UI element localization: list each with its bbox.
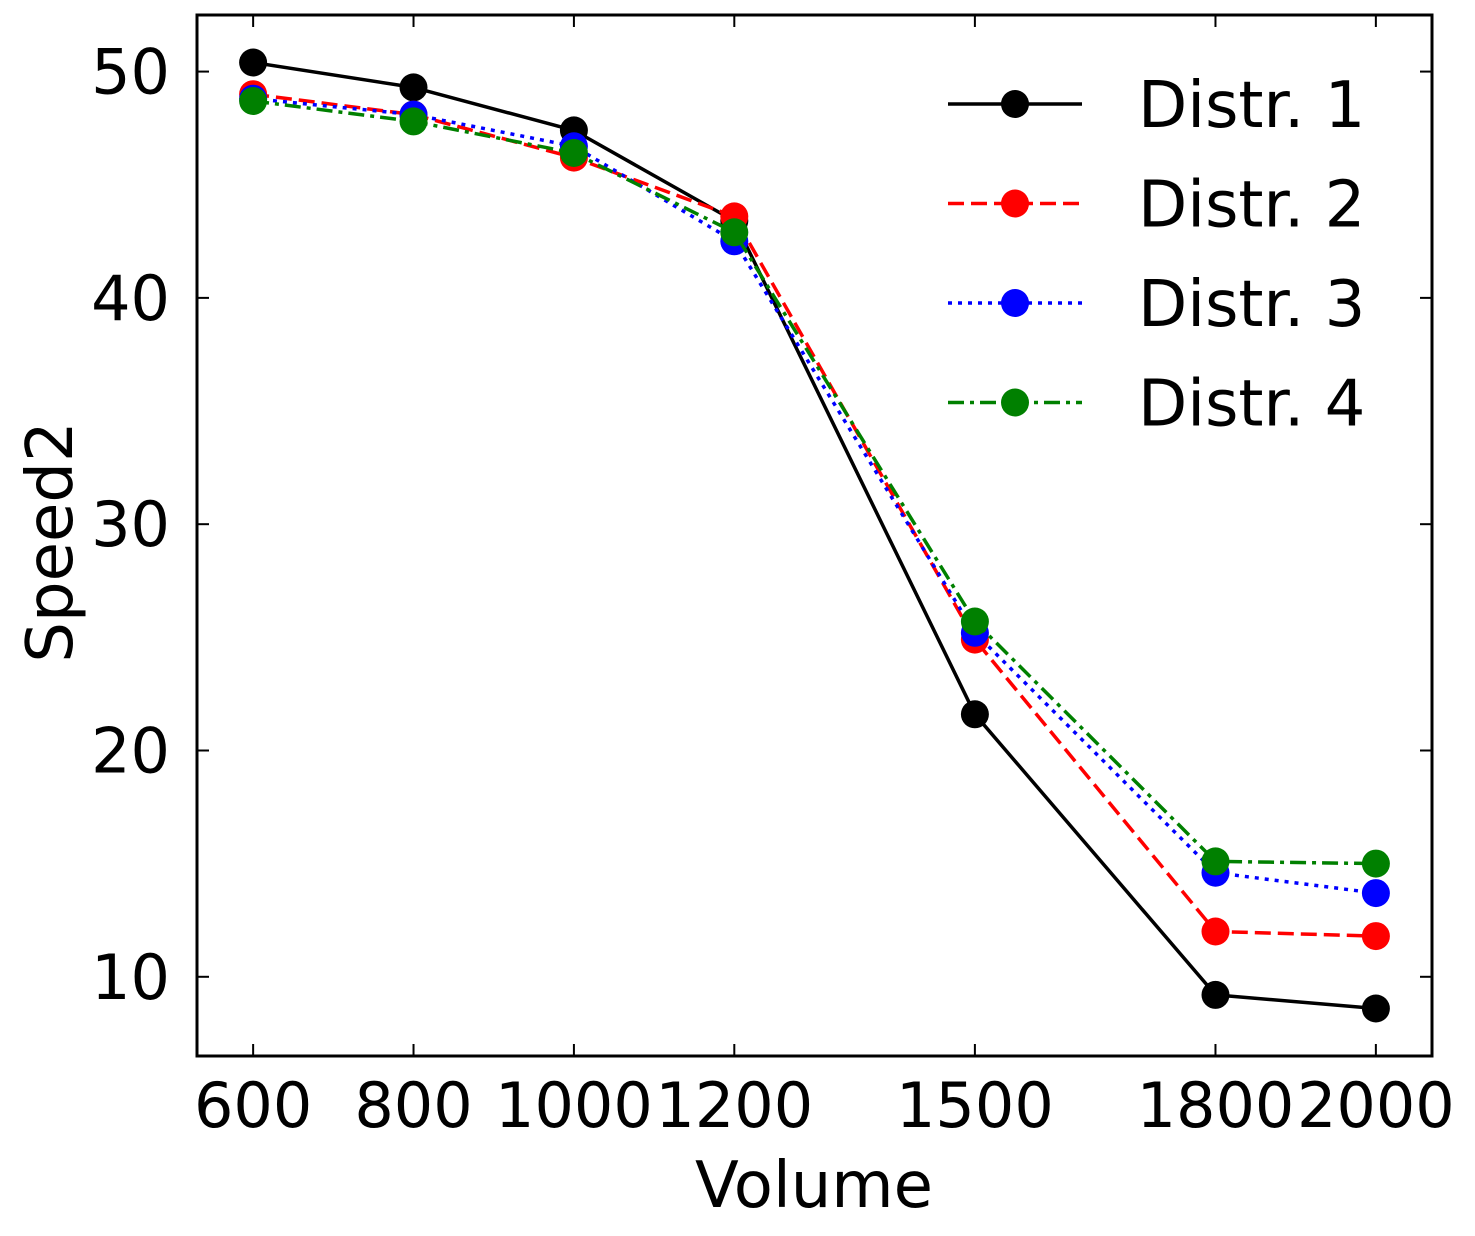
series-layer [239,48,1390,1023]
series-1-point [399,73,428,102]
series-1-point [960,700,989,729]
series-4-point [960,607,989,636]
plot-frame [195,13,1434,1058]
y-tick-label: 30 [91,488,170,561]
x-tick-label: 1800 [1137,1069,1295,1142]
legend-label-3: Distr. 3 [1138,268,1365,342]
x-tick-label: 800 [354,1069,472,1142]
series-4-point [399,107,428,136]
y-tick-label: 50 [91,36,170,109]
x-tick-label: 2000 [1297,1069,1455,1142]
legend: Distr. 1 Distr. 2 Distr. 3 Distr. 4 [948,69,1365,442]
legend-marker-1 [1001,90,1029,118]
legend-marker-2 [1001,189,1029,218]
series-4-point [239,87,268,115]
legend-marker-4 [1001,388,1029,417]
y-axis-label: Speed2 [14,421,88,662]
x-tick-label: 1200 [655,1069,813,1142]
series-4-point [720,218,749,247]
y-tick-label: 40 [91,262,170,335]
legend-label-4: Distr. 4 [1138,368,1365,442]
legend-label-1: Distr. 1 [1138,69,1365,143]
series-1-point [239,48,268,77]
legend-label-2: Distr. 2 [1138,169,1365,243]
series-1-point [1361,994,1390,1023]
series-4-point [1201,847,1230,876]
legend-marker-3 [1001,289,1029,317]
y-tick-label: 10 [91,941,170,1014]
series-2-point [1361,922,1390,951]
axes-layer: 600 800 1000 1200 1500 1800 2000 10 20 30 40 50 [91,13,1455,1142]
x-tick-label: 1000 [495,1069,653,1142]
series-4-point [1361,849,1390,878]
x-axis-label: Volume [695,1149,933,1223]
series-2-point [1201,917,1230,946]
x-tick-label: 600 [194,1069,312,1142]
series-4-point [559,139,588,167]
series-3-point [1361,879,1390,908]
y-tick-label: 20 [91,714,170,787]
series-1-point [1201,980,1230,1009]
x-tick-label: 1500 [896,1069,1054,1142]
